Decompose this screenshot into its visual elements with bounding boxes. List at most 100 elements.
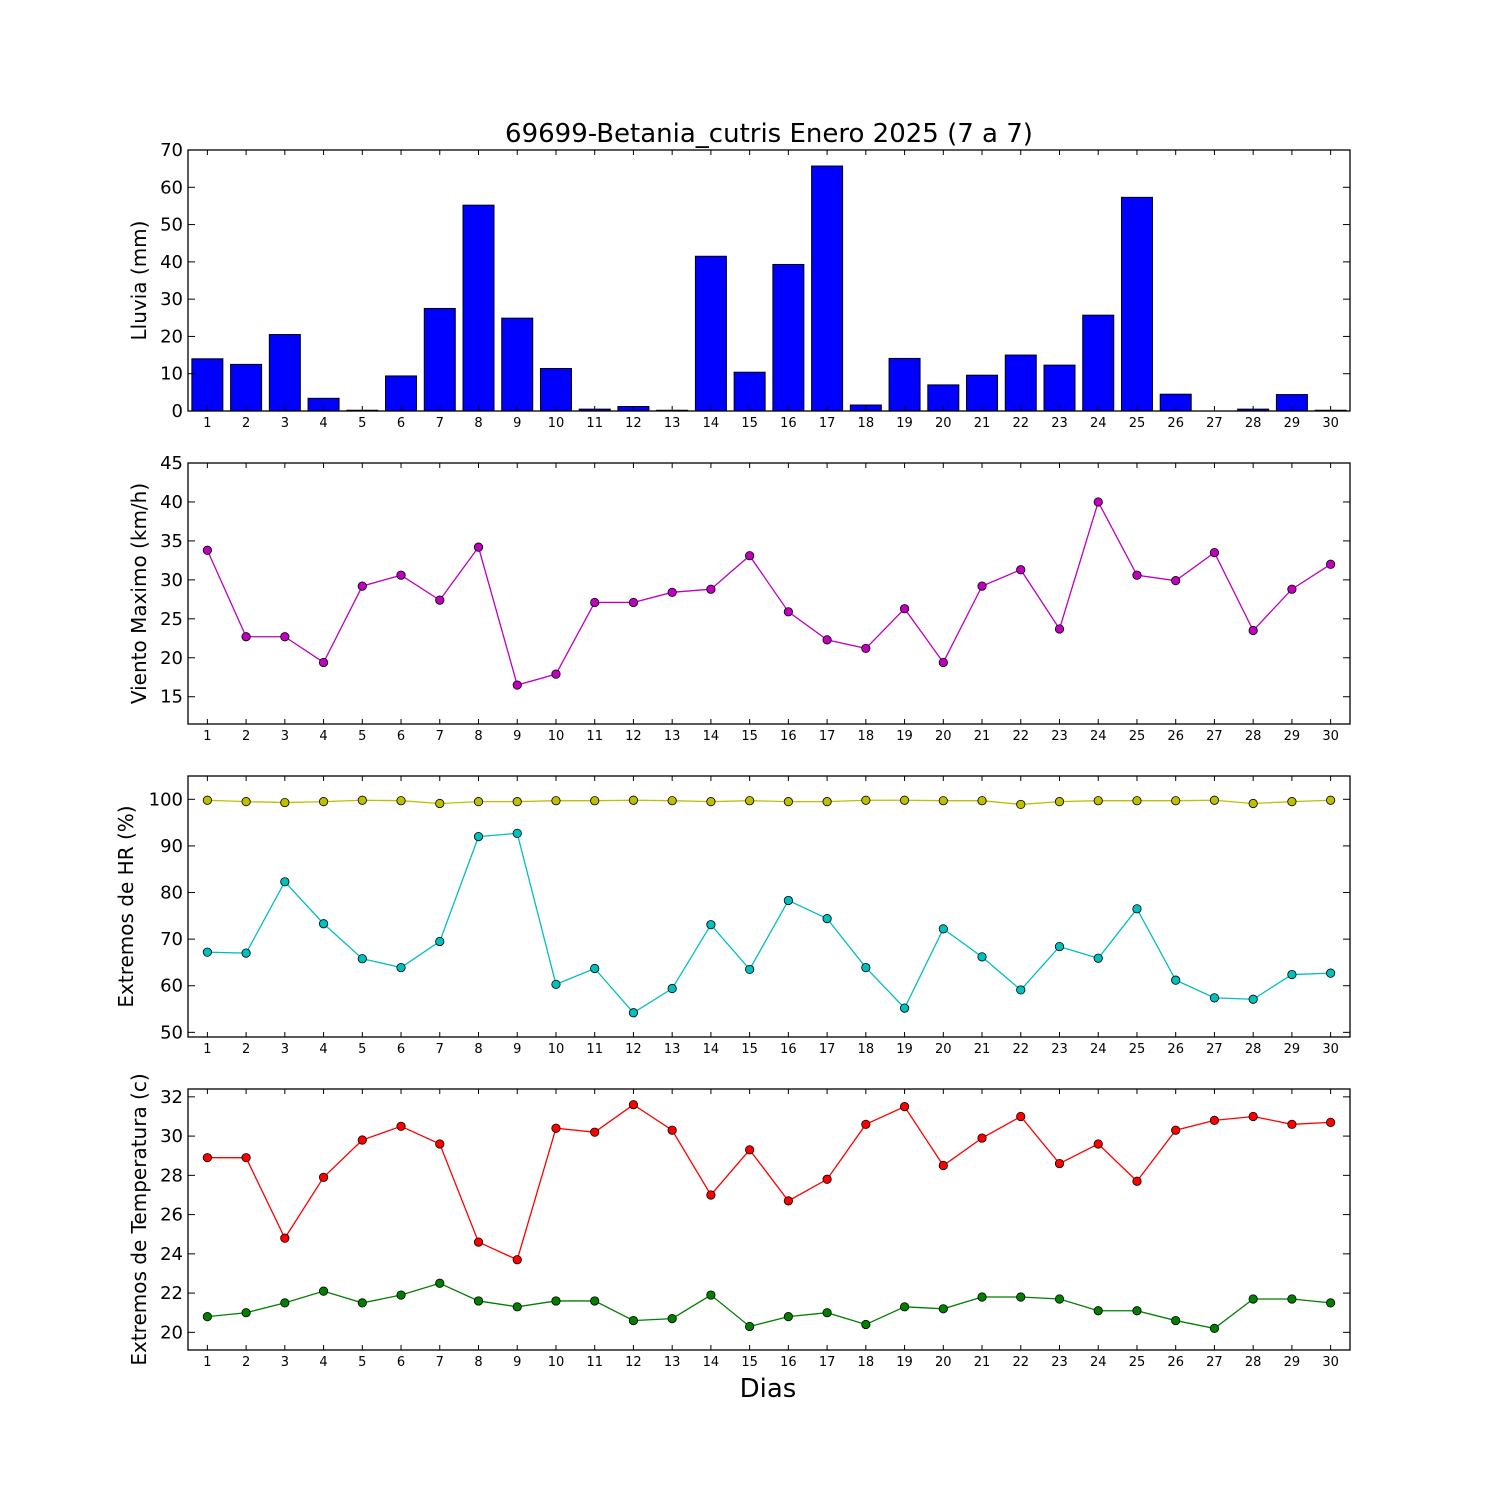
x-tick-label: 4 bbox=[319, 1355, 327, 1370]
x-tick-label: 12 bbox=[625, 729, 642, 744]
x-tick-label: 17 bbox=[819, 1042, 836, 1057]
x-tick-label: 11 bbox=[586, 1042, 603, 1057]
data-point-4-2-day-17 bbox=[822, 1308, 832, 1318]
data-point-4-2-day-25 bbox=[1132, 1306, 1142, 1316]
y-tick-label: 20 bbox=[160, 326, 183, 347]
data-point-3-2-day-29 bbox=[1287, 969, 1297, 980]
x-tick-label: 12 bbox=[625, 1355, 642, 1370]
x-tick-label: 8 bbox=[474, 1042, 482, 1057]
data-point-3-2-day-17 bbox=[822, 914, 832, 924]
x-tick-label: 19 bbox=[896, 1042, 913, 1057]
data-point-2-1-day-30 bbox=[1326, 559, 1336, 569]
y-axis-label: Viento Maximo (km/h) bbox=[127, 483, 151, 704]
rain-bar-day-19 bbox=[888, 357, 921, 412]
data-point-3-2-day-13 bbox=[667, 983, 677, 994]
data-point-3-1-day-3 bbox=[280, 797, 290, 808]
data-point-3-2-day-16 bbox=[783, 895, 793, 906]
data-point-2-1-day-11 bbox=[590, 597, 600, 608]
x-tick-label: 2 bbox=[242, 416, 250, 431]
x-tick-label: 29 bbox=[1284, 416, 1301, 431]
data-point-4-1-day-25 bbox=[1132, 1176, 1142, 1186]
data-point-3-2-day-12 bbox=[628, 1008, 639, 1018]
y-tick-label: 60 bbox=[160, 177, 183, 198]
x-tick-label: 26 bbox=[1167, 1042, 1184, 1057]
data-point-3-2-day-23 bbox=[1054, 941, 1065, 952]
data-point-3-1-day-28 bbox=[1248, 798, 1258, 809]
x-tick-label: 12 bbox=[625, 416, 642, 431]
x-tick-label: 2 bbox=[242, 1042, 250, 1057]
x-tick-label: 6 bbox=[397, 729, 405, 744]
data-point-3-1-day-4 bbox=[318, 797, 329, 807]
data-point-2-1-day-19 bbox=[899, 604, 910, 614]
data-point-3-2-day-20 bbox=[938, 924, 948, 934]
data-point-3-1-day-17 bbox=[822, 797, 832, 807]
x-tick-label: 28 bbox=[1245, 729, 1262, 744]
x-tick-label: 30 bbox=[1322, 1355, 1339, 1370]
y-axis-label: Lluvia (mm) bbox=[127, 221, 151, 341]
x-tick-label: 26 bbox=[1167, 729, 1184, 744]
x-tick-label: 27 bbox=[1206, 1042, 1223, 1057]
plot-frame bbox=[187, 1088, 1351, 1351]
x-tick-label: 4 bbox=[319, 416, 327, 431]
data-point-4-1-day-28 bbox=[1248, 1111, 1258, 1122]
data-point-4-2-day-26 bbox=[1171, 1315, 1181, 1326]
x-tick-label: 30 bbox=[1322, 729, 1339, 744]
rain-bar-day-9 bbox=[501, 317, 534, 412]
data-point-4-1-day-2 bbox=[241, 1153, 251, 1163]
x-tick-label: 6 bbox=[397, 416, 405, 431]
x-tick-label: 26 bbox=[1167, 416, 1184, 431]
data-point-3-1-day-27 bbox=[1209, 795, 1220, 805]
x-tick-label: 29 bbox=[1284, 729, 1301, 744]
data-point-3-1-day-15 bbox=[745, 796, 755, 806]
data-point-3-1-day-22 bbox=[1016, 799, 1026, 810]
x-tick-label: 4 bbox=[319, 729, 327, 744]
data-point-4-2-day-2 bbox=[241, 1308, 251, 1318]
x-tick-label: 19 bbox=[896, 416, 913, 431]
data-point-2-1-day-27 bbox=[1209, 547, 1220, 558]
x-tick-label: 16 bbox=[780, 729, 797, 744]
data-point-3-2-day-4 bbox=[318, 919, 329, 929]
x-tick-label: 1 bbox=[203, 729, 211, 744]
rain-bar-day-6 bbox=[385, 375, 418, 412]
x-tick-label: 5 bbox=[358, 1042, 366, 1057]
data-point-2-1-day-18 bbox=[861, 643, 871, 654]
data-point-3-2-day-25 bbox=[1132, 904, 1142, 914]
data-point-3-2-day-1 bbox=[202, 947, 212, 957]
data-point-3-1-day-8 bbox=[473, 797, 484, 807]
data-point-4-2-day-13 bbox=[667, 1314, 677, 1324]
rain-bar-day-24 bbox=[1082, 314, 1115, 412]
data-point-4-2-day-8 bbox=[473, 1296, 484, 1306]
data-point-2-1-day-15 bbox=[745, 551, 755, 561]
x-tick-label: 21 bbox=[974, 729, 991, 744]
x-tick-label: 18 bbox=[858, 1042, 875, 1057]
x-tick-label: 18 bbox=[858, 416, 875, 431]
series-line-2-1 bbox=[206, 500, 1331, 686]
data-point-3-1-day-16 bbox=[783, 797, 793, 807]
x-tick-label: 25 bbox=[1129, 1042, 1146, 1057]
data-point-4-1-day-12 bbox=[628, 1100, 639, 1110]
data-point-2-1-day-26 bbox=[1171, 576, 1181, 586]
x-tick-label: 20 bbox=[935, 729, 952, 744]
x-tick-label: 3 bbox=[281, 729, 289, 744]
data-point-3-2-day-26 bbox=[1171, 975, 1181, 985]
data-point-4-1-day-16 bbox=[783, 1196, 793, 1206]
x-tick-label: 9 bbox=[513, 1355, 521, 1370]
y-tick-label: 10 bbox=[160, 364, 183, 385]
data-point-4-2-day-30 bbox=[1326, 1298, 1336, 1308]
rain-bar-day-1 bbox=[191, 358, 224, 412]
data-point-2-1-day-8 bbox=[473, 542, 484, 552]
x-tick-label: 23 bbox=[1051, 1355, 1068, 1370]
rain-bar-day-23 bbox=[1043, 364, 1076, 412]
data-point-2-1-day-28 bbox=[1248, 625, 1258, 636]
data-point-3-1-day-23 bbox=[1054, 797, 1065, 807]
data-point-3-2-day-2 bbox=[241, 948, 251, 958]
x-tick-label: 12 bbox=[625, 1042, 642, 1057]
x-tick-label: 9 bbox=[513, 1042, 521, 1057]
x-tick-label: 23 bbox=[1051, 729, 1068, 744]
data-point-2-1-day-4 bbox=[318, 657, 329, 668]
x-tick-label: 1 bbox=[203, 1042, 211, 1057]
data-point-4-2-day-23 bbox=[1054, 1294, 1065, 1304]
data-point-4-1-day-9 bbox=[512, 1255, 522, 1265]
y-tick-label: 40 bbox=[160, 492, 183, 513]
